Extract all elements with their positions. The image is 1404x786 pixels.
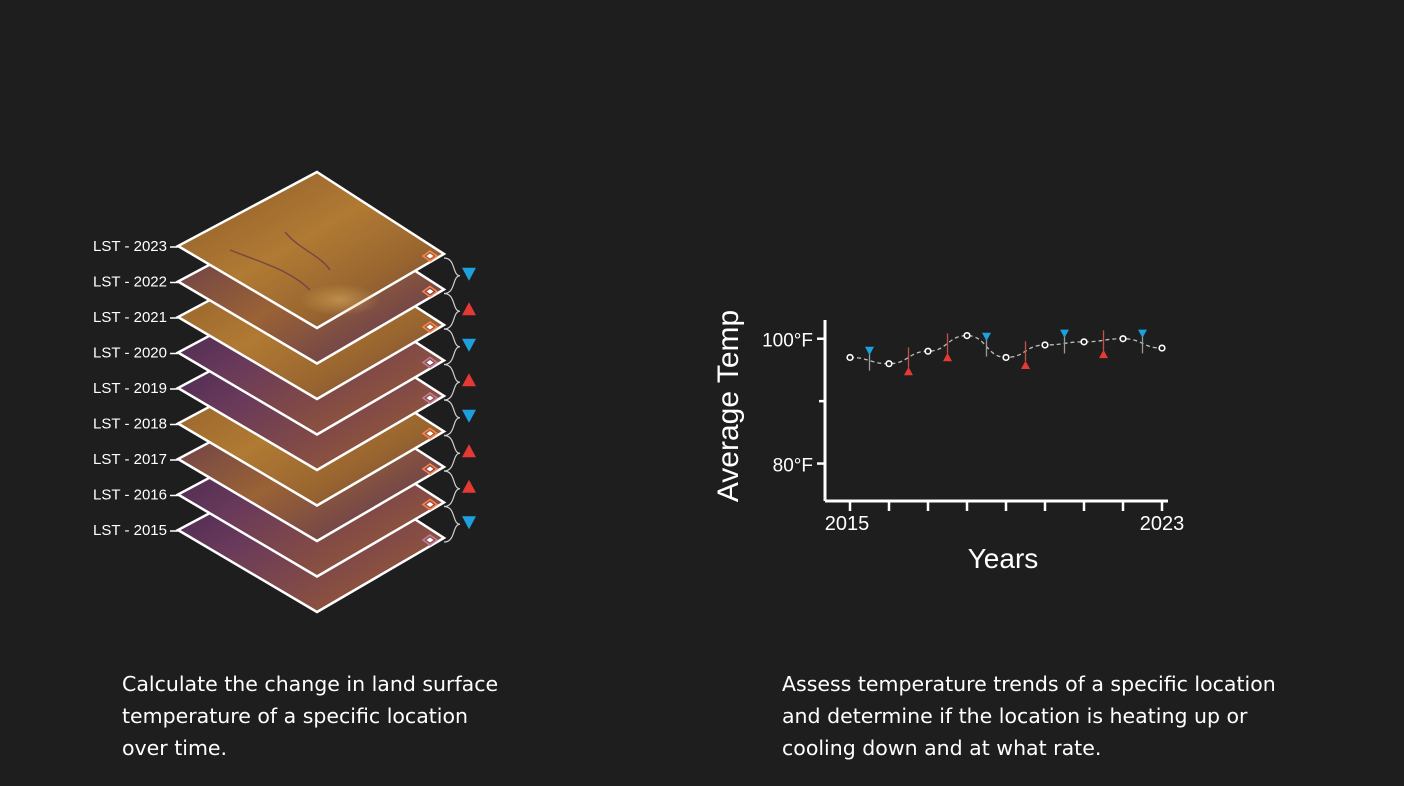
river-lines <box>229 231 331 291</box>
change-bracket <box>443 434 461 472</box>
sample-point-marker <box>421 534 439 546</box>
sample-point-marker <box>421 285 439 298</box>
layer-label: LST - 2020 <box>93 345 167 362</box>
sample-point-marker <box>421 321 439 333</box>
lst-layer <box>175 170 447 330</box>
layer-label: LST - 2021 <box>93 309 167 326</box>
layer-tile <box>175 170 447 330</box>
temperature-down-icon <box>462 516 476 530</box>
change-bracket <box>443 328 461 366</box>
sample-point-marker <box>421 427 439 440</box>
temperature-up-icon <box>462 302 476 316</box>
sample-point-center <box>426 289 434 294</box>
change-bracket <box>443 363 461 401</box>
decrease-marker-icon <box>1138 329 1147 338</box>
temperature-down-icon <box>462 409 476 423</box>
sample-point-center <box>426 360 434 365</box>
sample-point-center <box>426 466 434 472</box>
decrease-marker-icon <box>982 332 991 342</box>
sample-point-marker <box>421 250 439 262</box>
decrease-marker-icon <box>1060 329 1069 338</box>
sample-point-center <box>426 395 434 401</box>
temperature-up-icon <box>462 444 476 458</box>
data-point <box>963 332 971 340</box>
temperature-up-icon <box>462 479 476 493</box>
data-point <box>885 360 893 368</box>
change-bracket <box>443 470 461 508</box>
x-tick-label: 2023 <box>1140 513 1185 535</box>
y-tick-label: 100°F <box>762 331 813 352</box>
increase-marker-icon <box>904 366 913 376</box>
right-caption: Assess temperature trends of a specific … <box>782 672 1276 760</box>
sample-point-center <box>426 324 434 330</box>
temperature-up-icon <box>462 373 476 387</box>
temperature-down-icon <box>462 338 476 352</box>
layer-label: LST - 2016 <box>93 487 167 504</box>
data-point <box>1119 335 1127 343</box>
increase-marker-icon <box>1021 360 1030 370</box>
y-axis-label: Average Temp <box>712 310 745 502</box>
layer-label: LST - 2018 <box>93 416 167 433</box>
sample-point-center <box>426 537 434 543</box>
layer-label: LST - 2015 <box>93 522 167 539</box>
y-tick-label: 80°F <box>773 456 813 477</box>
left-caption: Calculate the change in land surface tem… <box>122 672 499 760</box>
decrease-marker-icon <box>865 346 874 356</box>
sample-point-center <box>426 253 434 259</box>
increase-marker-icon <box>1099 349 1108 359</box>
hotspot <box>300 284 380 316</box>
sample-point-center <box>426 502 434 507</box>
sample-point-marker <box>421 463 439 475</box>
x-tick-label: 2015 <box>825 513 870 535</box>
change-bracket <box>443 257 461 295</box>
increase-marker-icon <box>943 352 952 362</box>
sample-point-marker <box>421 498 439 511</box>
data-point <box>924 347 932 355</box>
sample-point-center <box>426 431 434 436</box>
data-point <box>1041 341 1049 349</box>
layer-label: LST - 2023 <box>93 238 167 255</box>
data-point <box>1080 338 1088 346</box>
change-bracket <box>443 505 461 543</box>
data-point <box>1158 344 1166 352</box>
sample-point-marker <box>421 356 439 369</box>
layer-label: LST - 2022 <box>93 274 167 291</box>
sample-point-marker <box>421 392 439 404</box>
lst-layer-stack: LST - 2023 LST - 2022 LST - 2021 LST - 2020… <box>93 170 476 614</box>
x-axis-label: Years <box>968 543 1039 574</box>
temperature-trend-chart: Average Temp Years 100°F 80°F 2015 2023 <box>712 310 1185 574</box>
layer-label: LST - 2017 <box>93 451 167 468</box>
change-bracket <box>443 399 461 437</box>
change-bracket <box>443 292 461 330</box>
temperature-down-icon <box>462 267 476 281</box>
layer-label: LST - 2019 <box>93 380 167 397</box>
data-point <box>846 353 854 362</box>
data-point <box>1002 353 1010 362</box>
